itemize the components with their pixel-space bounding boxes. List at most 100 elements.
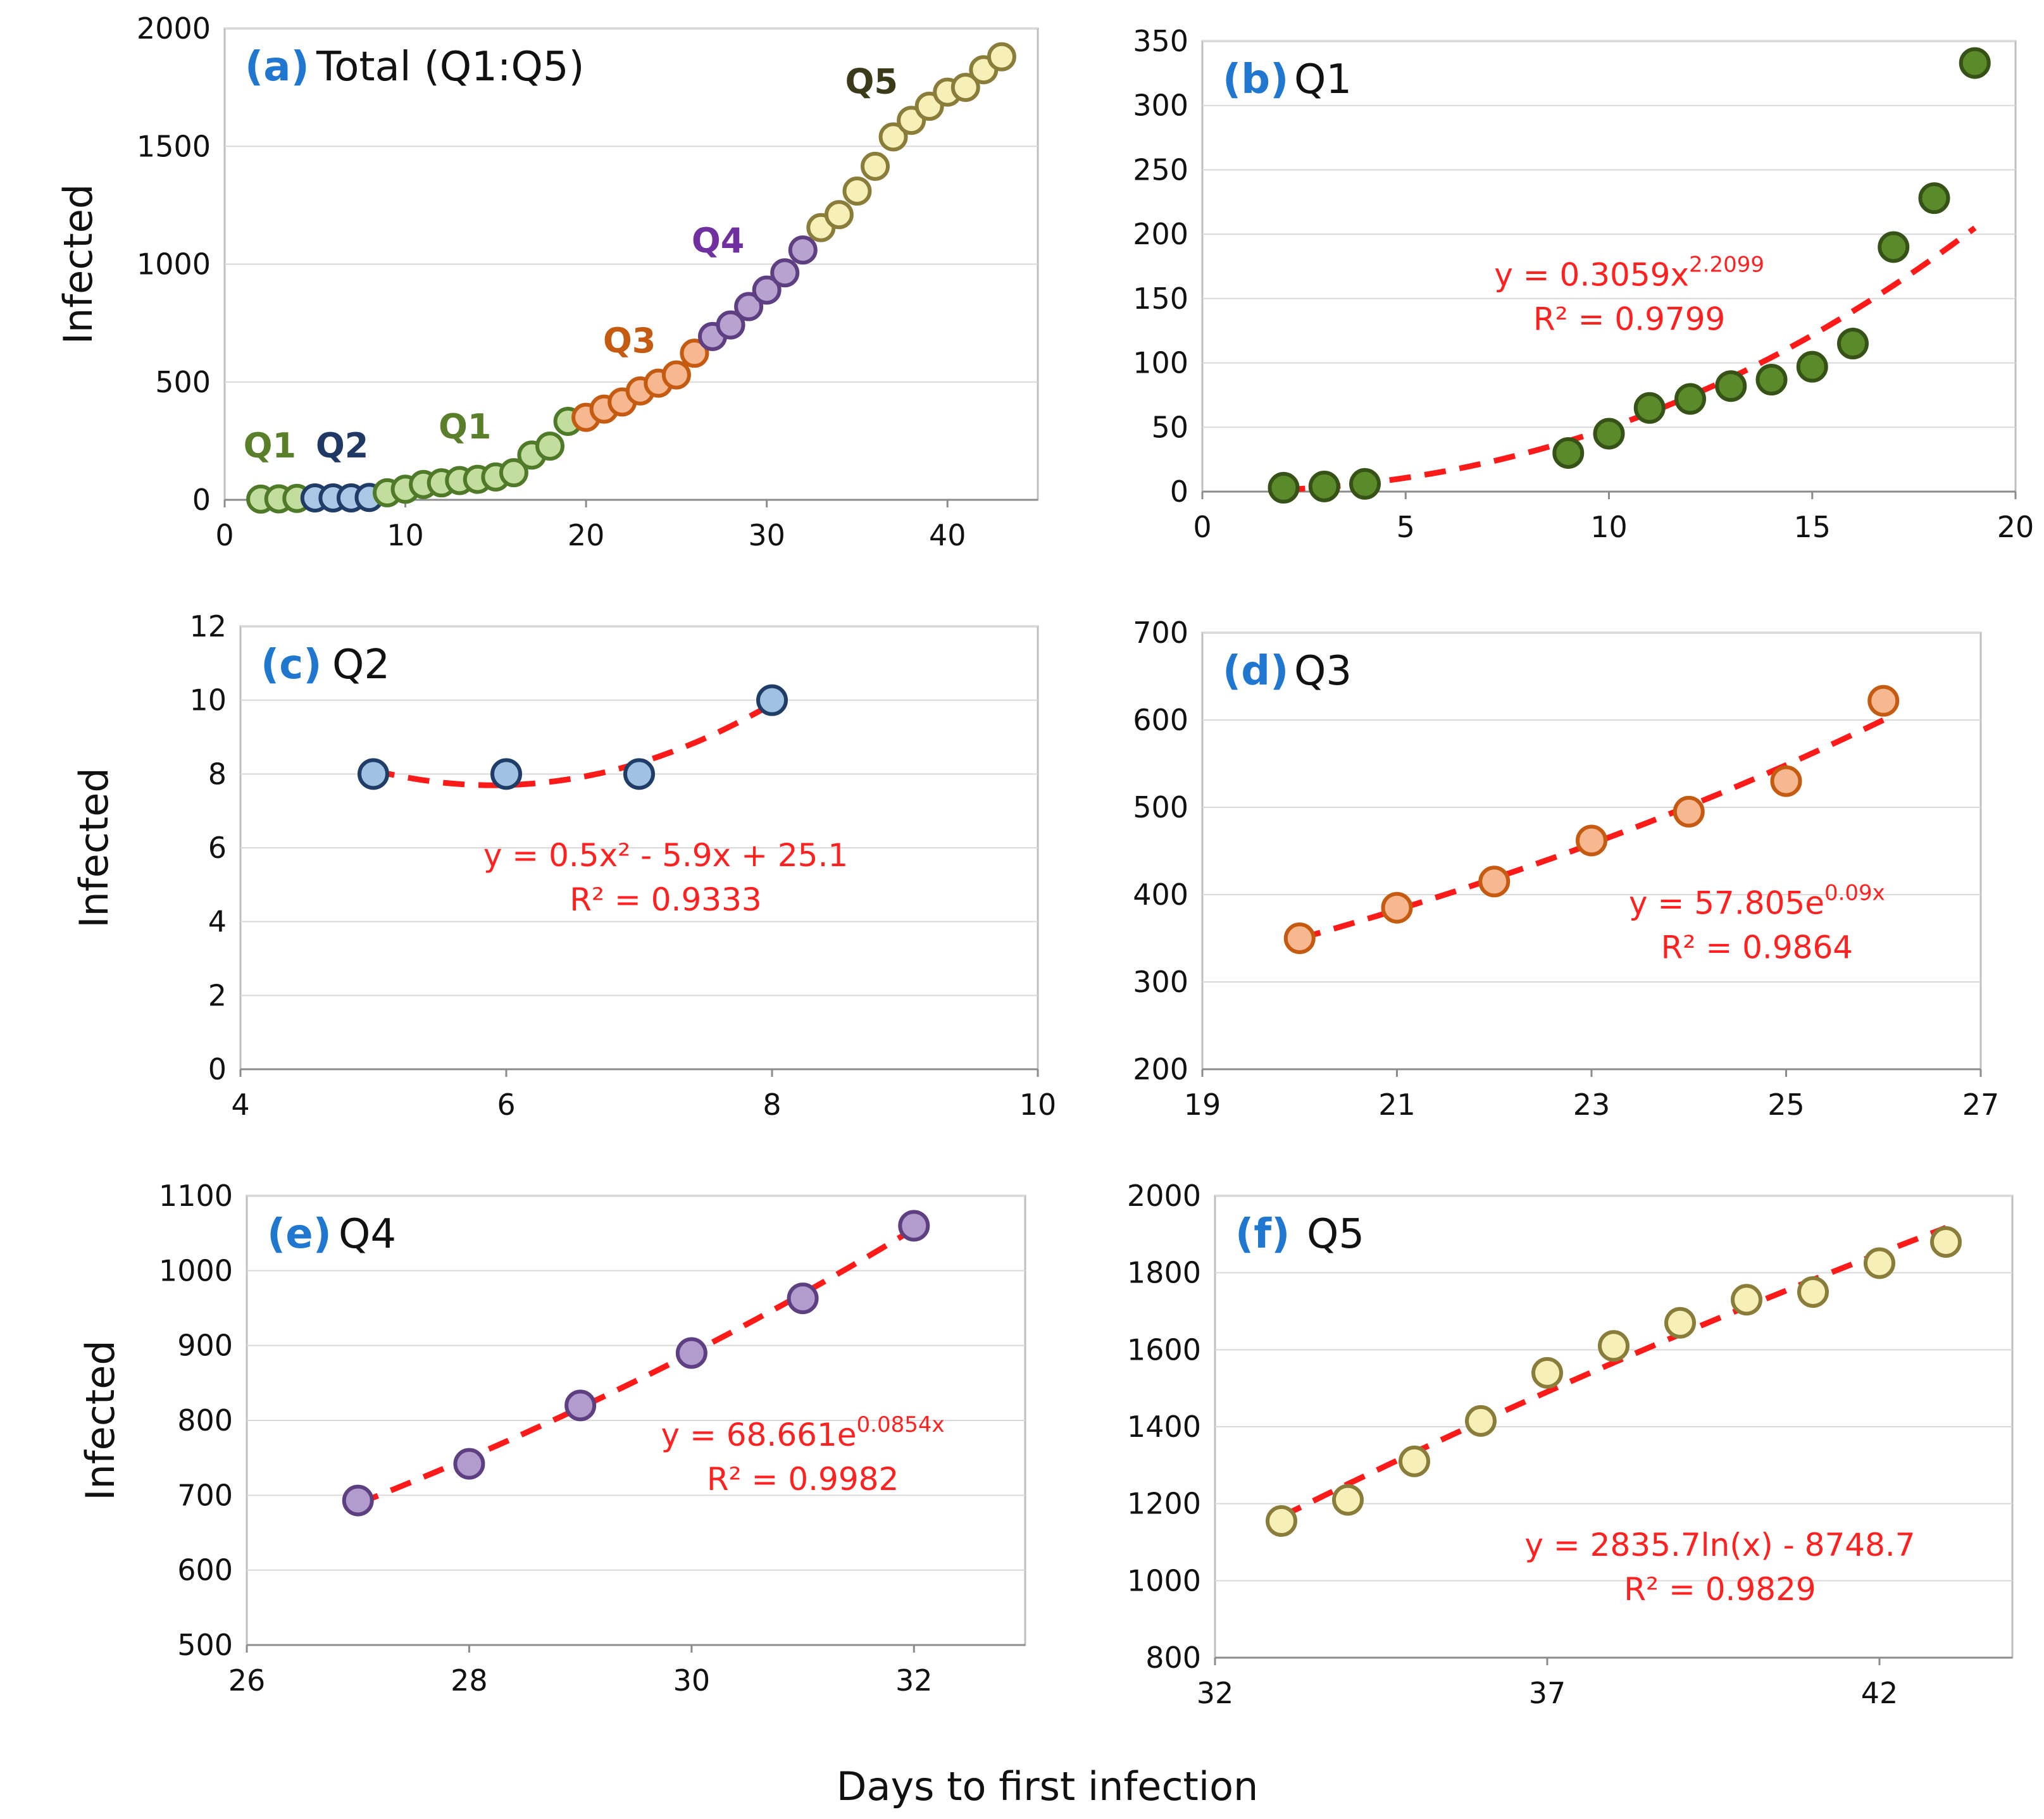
x-tick-label: 10 xyxy=(1590,510,1628,544)
y-tick-label: 1000 xyxy=(1127,1563,1201,1598)
series-annotation: Q2 xyxy=(316,426,368,466)
data-point xyxy=(564,1389,597,1422)
data-point xyxy=(1664,1307,1696,1339)
data-point xyxy=(987,42,1016,71)
y-tick-label: 0 xyxy=(192,483,211,517)
fit-equation-main: y = 68.661e xyxy=(661,1417,857,1453)
x-tick-label: 32 xyxy=(895,1663,933,1698)
panel-title: Total (Q1:Q5) xyxy=(316,44,585,90)
series-annotation: Q3 xyxy=(603,321,656,361)
y-tick-label: 900 xyxy=(177,1329,233,1363)
panel-label: (b) xyxy=(1223,56,1288,103)
data-point xyxy=(1796,351,1828,383)
data-point xyxy=(1576,824,1607,857)
data-point xyxy=(1918,182,1950,214)
fit-r-squared: R² = 0.9333 xyxy=(570,881,761,918)
panel-b: 0 50 100 150 200 250 300 350 0 5 10 15 20 (b) Q1 y = 0.… xyxy=(1133,24,2034,544)
y-tick-label: 700 xyxy=(1133,616,1188,650)
panel-title: Q5 xyxy=(1307,1211,1364,1258)
data-point xyxy=(950,73,980,102)
data-point xyxy=(1755,364,1788,396)
y-tick-label: 8 xyxy=(208,757,227,791)
data-point xyxy=(675,1337,707,1369)
data-point xyxy=(1864,1247,1895,1279)
x-tick-label: 30 xyxy=(673,1663,711,1698)
panel-e: 500 600 700 800 900 1000 1100 26 28 30 32 Infected (… xyxy=(77,1179,1026,1698)
data-point xyxy=(878,122,908,152)
y-tick-label: 800 xyxy=(177,1403,233,1437)
y-tick-label: 1100 xyxy=(159,1179,233,1213)
panel-title: Q4 xyxy=(339,1211,396,1258)
data-point xyxy=(1593,418,1625,450)
y-tick-label: 350 xyxy=(1133,24,1188,58)
data-point xyxy=(788,235,818,265)
y-tick-label: 1600 xyxy=(1127,1332,1201,1367)
x-tick-label: 6 xyxy=(497,1088,515,1122)
data-point xyxy=(1598,1330,1630,1362)
y-tick-label: 600 xyxy=(1133,703,1188,737)
data-point xyxy=(1399,1445,1430,1477)
fit-equation: y = 0.3059x2.2099 xyxy=(1494,252,1764,294)
x-tick-label: 40 xyxy=(929,518,966,552)
data-point xyxy=(342,1484,374,1517)
y-tick-label: 600 xyxy=(177,1553,233,1587)
data-point xyxy=(1930,1226,1962,1258)
x-tick-label: 21 xyxy=(1378,1088,1416,1122)
x-tick-label: 28 xyxy=(451,1663,488,1698)
data-point xyxy=(453,1448,485,1480)
plot-frame xyxy=(1201,40,2017,493)
panel-title: Q1 xyxy=(1294,56,1352,103)
fit-equation-main: y = 0.3059x xyxy=(1494,257,1689,294)
data-point xyxy=(535,431,564,461)
panel-label: (d) xyxy=(1223,648,1288,695)
y-tick-label: 800 xyxy=(1145,1641,1201,1675)
series-annotation: Q5 xyxy=(845,61,898,101)
data-point xyxy=(358,758,389,790)
panel-title: Q2 xyxy=(332,642,390,688)
fit-r-squared: R² = 0.9982 xyxy=(707,1461,899,1498)
panel-title: Q3 xyxy=(1294,648,1352,695)
x-tick-label: 10 xyxy=(1019,1088,1057,1122)
x-tick-label: 25 xyxy=(1767,1088,1805,1122)
data-point xyxy=(1349,468,1381,500)
x-tick-label: 19 xyxy=(1184,1088,1221,1122)
x-tick-label: 30 xyxy=(748,518,785,552)
fit-equation: y = 68.661e0.0854x xyxy=(661,1412,945,1453)
y-tick-label: 1000 xyxy=(159,1253,233,1288)
y-axis-label: Infected xyxy=(71,767,117,928)
fit-equation: y = 57.805e0.09x xyxy=(1629,880,1885,921)
x-tick-label: 15 xyxy=(1793,510,1831,544)
data-point xyxy=(680,338,709,368)
data-point xyxy=(1478,866,1511,898)
data-point xyxy=(756,684,788,716)
data-point xyxy=(1633,392,1666,424)
data-point xyxy=(1381,891,1413,924)
data-point xyxy=(1770,765,1802,797)
y-tick-label: 10 xyxy=(189,683,227,717)
data-point xyxy=(1308,470,1340,502)
panel-c: 0 2 4 6 8 10 12 4 6 8 10 Infected (c) Q2 y = 0.5x² - 5… xyxy=(71,609,1056,1122)
series-annotation: Q1 xyxy=(244,426,296,466)
data-point xyxy=(770,258,800,288)
y-tick-label: 150 xyxy=(1133,282,1188,316)
panel-a: 0 500 1000 1500 2000 0 10 20 30 40 Infected (a) Tota… xyxy=(55,11,1039,552)
data-point xyxy=(1715,370,1747,402)
x-tick-label: 0 xyxy=(1193,510,1211,544)
data-point xyxy=(661,360,691,390)
y-tick-label: 200 xyxy=(1133,1052,1188,1086)
data-point xyxy=(1797,1276,1829,1308)
fit-equation-main: y = 2835.7ln(x) - 8748.7 xyxy=(1524,1527,1915,1563)
fit-equation: y = 0.5x² - 5.9x + 25.1 xyxy=(483,837,848,874)
x-tick-label: 32 xyxy=(1197,1676,1234,1710)
x-tick-label: 10 xyxy=(387,518,424,552)
panel-f: 800 1000 1200 1400 1600 1800 2000 32 37 42 (f) Q5 y … xyxy=(1127,1179,2014,1710)
data-point xyxy=(623,758,655,790)
trendline xyxy=(1283,225,1977,493)
y-axis-label: Infected xyxy=(77,1340,123,1500)
fit-equation: y = 2835.7ln(x) - 8748.7 xyxy=(1524,1527,1915,1563)
trendline xyxy=(1280,1225,1947,1520)
data-point xyxy=(752,275,782,305)
y-tick-label: 2000 xyxy=(137,11,211,46)
trendline xyxy=(1299,717,1885,941)
data-point xyxy=(499,458,528,488)
